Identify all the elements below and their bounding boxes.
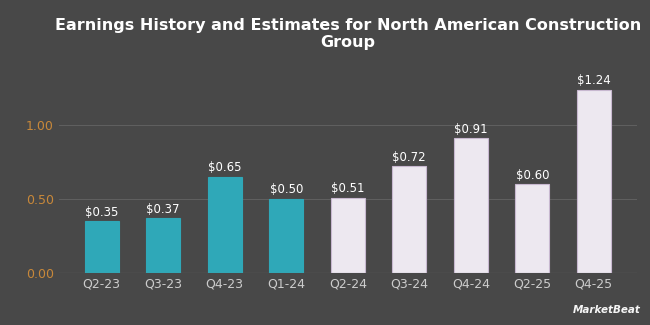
Bar <box>393 166 426 273</box>
Text: $0.65: $0.65 <box>208 161 242 174</box>
Title: Earnings History and Estimates for North American Construction
Group: Earnings History and Estimates for North… <box>55 18 641 50</box>
Bar <box>146 218 180 273</box>
Bar <box>577 90 611 273</box>
Text: $0.91: $0.91 <box>454 123 488 136</box>
Text: $0.37: $0.37 <box>146 202 180 215</box>
Bar <box>208 177 242 273</box>
Bar <box>515 184 549 273</box>
Text: $0.51: $0.51 <box>331 182 365 195</box>
Text: $0.35: $0.35 <box>85 205 118 218</box>
Bar <box>84 221 119 273</box>
Bar <box>454 138 488 273</box>
Text: $0.60: $0.60 <box>515 169 549 182</box>
Text: MarketBeat: MarketBeat <box>573 305 640 315</box>
Text: $0.72: $0.72 <box>393 151 426 164</box>
Bar <box>331 198 365 273</box>
Bar <box>269 199 303 273</box>
Text: $1.24: $1.24 <box>577 74 610 87</box>
Text: $0.50: $0.50 <box>270 183 303 196</box>
